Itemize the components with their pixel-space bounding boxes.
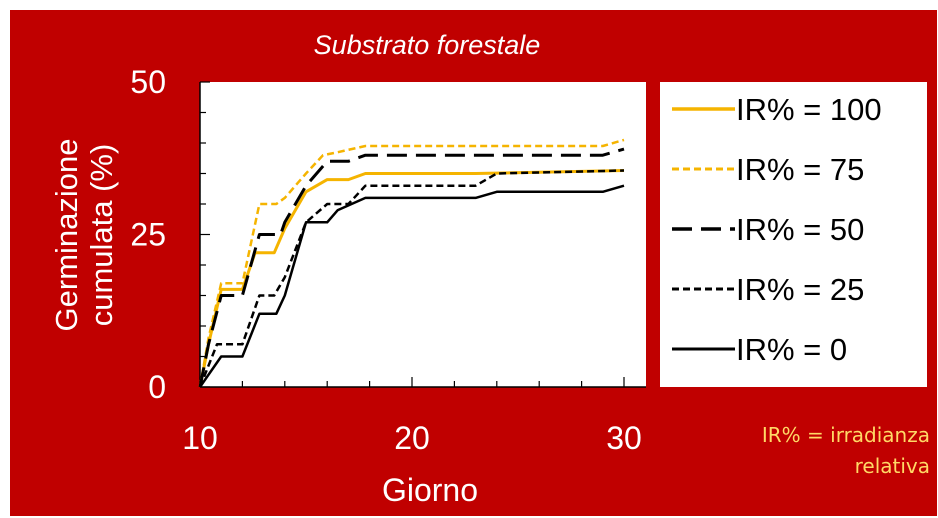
legend-label-2: IR% = 50 <box>736 212 864 247</box>
legend-label-0: IR% = 100 <box>736 92 882 127</box>
series-line-0 <box>198 169 625 388</box>
ir-note-line-1: IR% = irradianza <box>761 423 930 447</box>
y-tick-label: 50 <box>130 64 166 100</box>
y-tick-label: 0 <box>148 369 166 405</box>
legend: IR% = 100 IR% = 75 IR% = 50 IR% = 25 IR% = 0 <box>672 92 882 367</box>
x-tick-label: 30 <box>606 420 642 456</box>
legend-label-1: IR% = 75 <box>736 152 864 187</box>
ir-note: IR% = irradianza relativa <box>670 420 930 482</box>
series-lines <box>198 138 625 388</box>
x-tick-label: 10 <box>182 420 218 456</box>
series-line-1 <box>198 138 625 388</box>
chart-title: Substrato forestale <box>314 30 541 60</box>
series-line-4 <box>198 184 625 388</box>
x-tick-label: 20 <box>394 420 430 456</box>
legend-label-3: IR% = 25 <box>736 272 864 307</box>
x-axis-label: Giorno <box>382 472 478 508</box>
legend-label-4: IR% = 0 <box>736 332 847 367</box>
series-line-3 <box>198 169 625 388</box>
y-tick-label: 25 <box>130 217 166 253</box>
ir-note-line-2: relativa <box>854 454 930 478</box>
y-tick-labels: 0 25 50 <box>130 64 166 405</box>
legend-box <box>660 82 927 387</box>
y-axis-label-line-1: Germinazione <box>49 139 84 332</box>
y-axis-label-line-2: cumulata (%) <box>84 144 119 327</box>
y-axis-label: Germinazione cumulata (%) <box>49 139 119 332</box>
axis-ticks <box>199 81 646 388</box>
x-tick-labels: 10 20 30 <box>182 420 642 456</box>
series-line-2 <box>198 147 625 388</box>
